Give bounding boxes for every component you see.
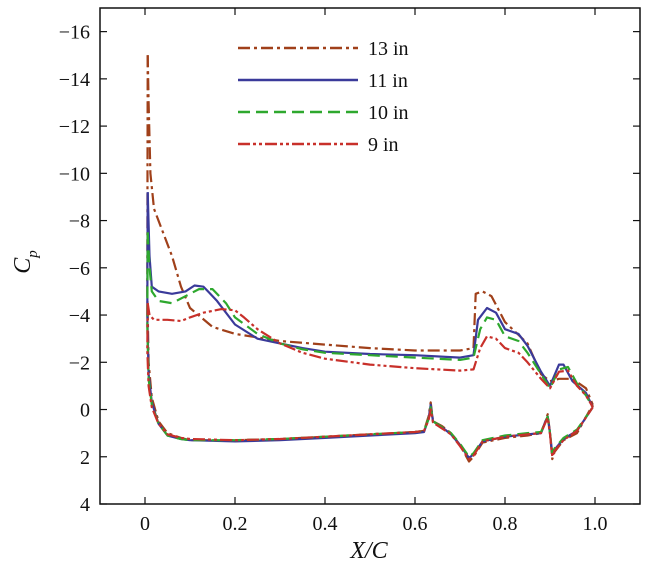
legend-label: 10 in bbox=[368, 102, 409, 124]
y-tick-label: −16 bbox=[59, 22, 90, 44]
y-axis-title-subscript: p bbox=[25, 250, 41, 259]
x-tick-label: 0.2 bbox=[223, 513, 248, 535]
y-axis-title-main: C bbox=[10, 257, 36, 274]
y-tick-label: −12 bbox=[59, 116, 90, 138]
svg-text:Cp: Cp bbox=[10, 250, 41, 274]
y-tick-label: 2 bbox=[80, 447, 90, 469]
x-axis-title: X/C bbox=[349, 538, 388, 564]
series-layer bbox=[146, 55, 594, 463]
legend: 13 in 11 in 10 in 9 in bbox=[238, 38, 409, 156]
y-tick-label: −6 bbox=[69, 258, 90, 280]
y-tick-label: 0 bbox=[80, 400, 90, 422]
x-tick-label: 1.0 bbox=[583, 513, 608, 535]
x-tick-label: 0.8 bbox=[493, 513, 518, 535]
series-11-in bbox=[146, 192, 594, 459]
y-tick-label: −10 bbox=[59, 163, 90, 185]
legend-item: 13 in bbox=[238, 38, 409, 60]
x-tick-label: 0.4 bbox=[313, 513, 338, 535]
legend-item: 10 in bbox=[238, 102, 409, 124]
y-tick-label: −2 bbox=[69, 352, 90, 374]
series-line-upper bbox=[146, 192, 594, 408]
y-tick-label: 4 bbox=[80, 494, 90, 516]
x-tick-label: 0 bbox=[140, 513, 150, 535]
y-axis: −16 −14 −12 −10 −8 −6 −4 −2 0 2 4 bbox=[59, 22, 640, 516]
legend-item: 11 in bbox=[238, 70, 408, 92]
x-tick-label: 0.6 bbox=[403, 513, 428, 535]
series-line-upper bbox=[146, 55, 594, 406]
y-axis-title: Cp bbox=[10, 250, 41, 274]
plot-frame bbox=[99, 7, 641, 505]
legend-label: 11 in bbox=[368, 70, 408, 92]
x-axis: 0 0.2 0.4 0.6 0.8 1.0 bbox=[140, 8, 608, 535]
series-line-upper bbox=[146, 232, 594, 408]
legend-label: 13 in bbox=[368, 38, 409, 60]
series-line-upper bbox=[146, 303, 594, 408]
plot-area bbox=[99, 7, 641, 505]
y-tick-label: −4 bbox=[69, 305, 90, 327]
series-line-lower bbox=[146, 303, 594, 461]
y-tick-label: −8 bbox=[69, 211, 90, 233]
series-line-lower bbox=[146, 192, 594, 459]
legend-item: 9 in bbox=[238, 134, 399, 156]
y-tick-label: −14 bbox=[59, 69, 90, 91]
series-9-in bbox=[146, 303, 594, 461]
legend-label: 9 in bbox=[368, 134, 399, 156]
